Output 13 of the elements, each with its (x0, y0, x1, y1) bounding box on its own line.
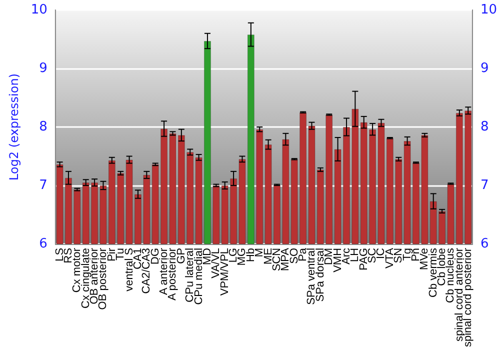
y2-tick-label: 7 (480, 178, 489, 193)
y2-tick-label: 6 (480, 236, 489, 252)
x-tick-label: Tg (401, 248, 414, 261)
y-tick-label: 10 (30, 2, 48, 18)
y-tick-label: 9 (39, 60, 48, 76)
y2-tick-label: 9 (480, 60, 489, 76)
y2-tick-label: 8 (480, 119, 489, 134)
y-axis-title: Log2 (expression) (7, 73, 21, 180)
x-tick-label: spinal cord posterior (462, 248, 474, 348)
y2-tick-label: 10 (480, 2, 498, 18)
y-tick-label: 7 (39, 178, 48, 193)
y-tick-label: 8 (39, 119, 48, 134)
y-tick-label: 6 (39, 236, 48, 252)
